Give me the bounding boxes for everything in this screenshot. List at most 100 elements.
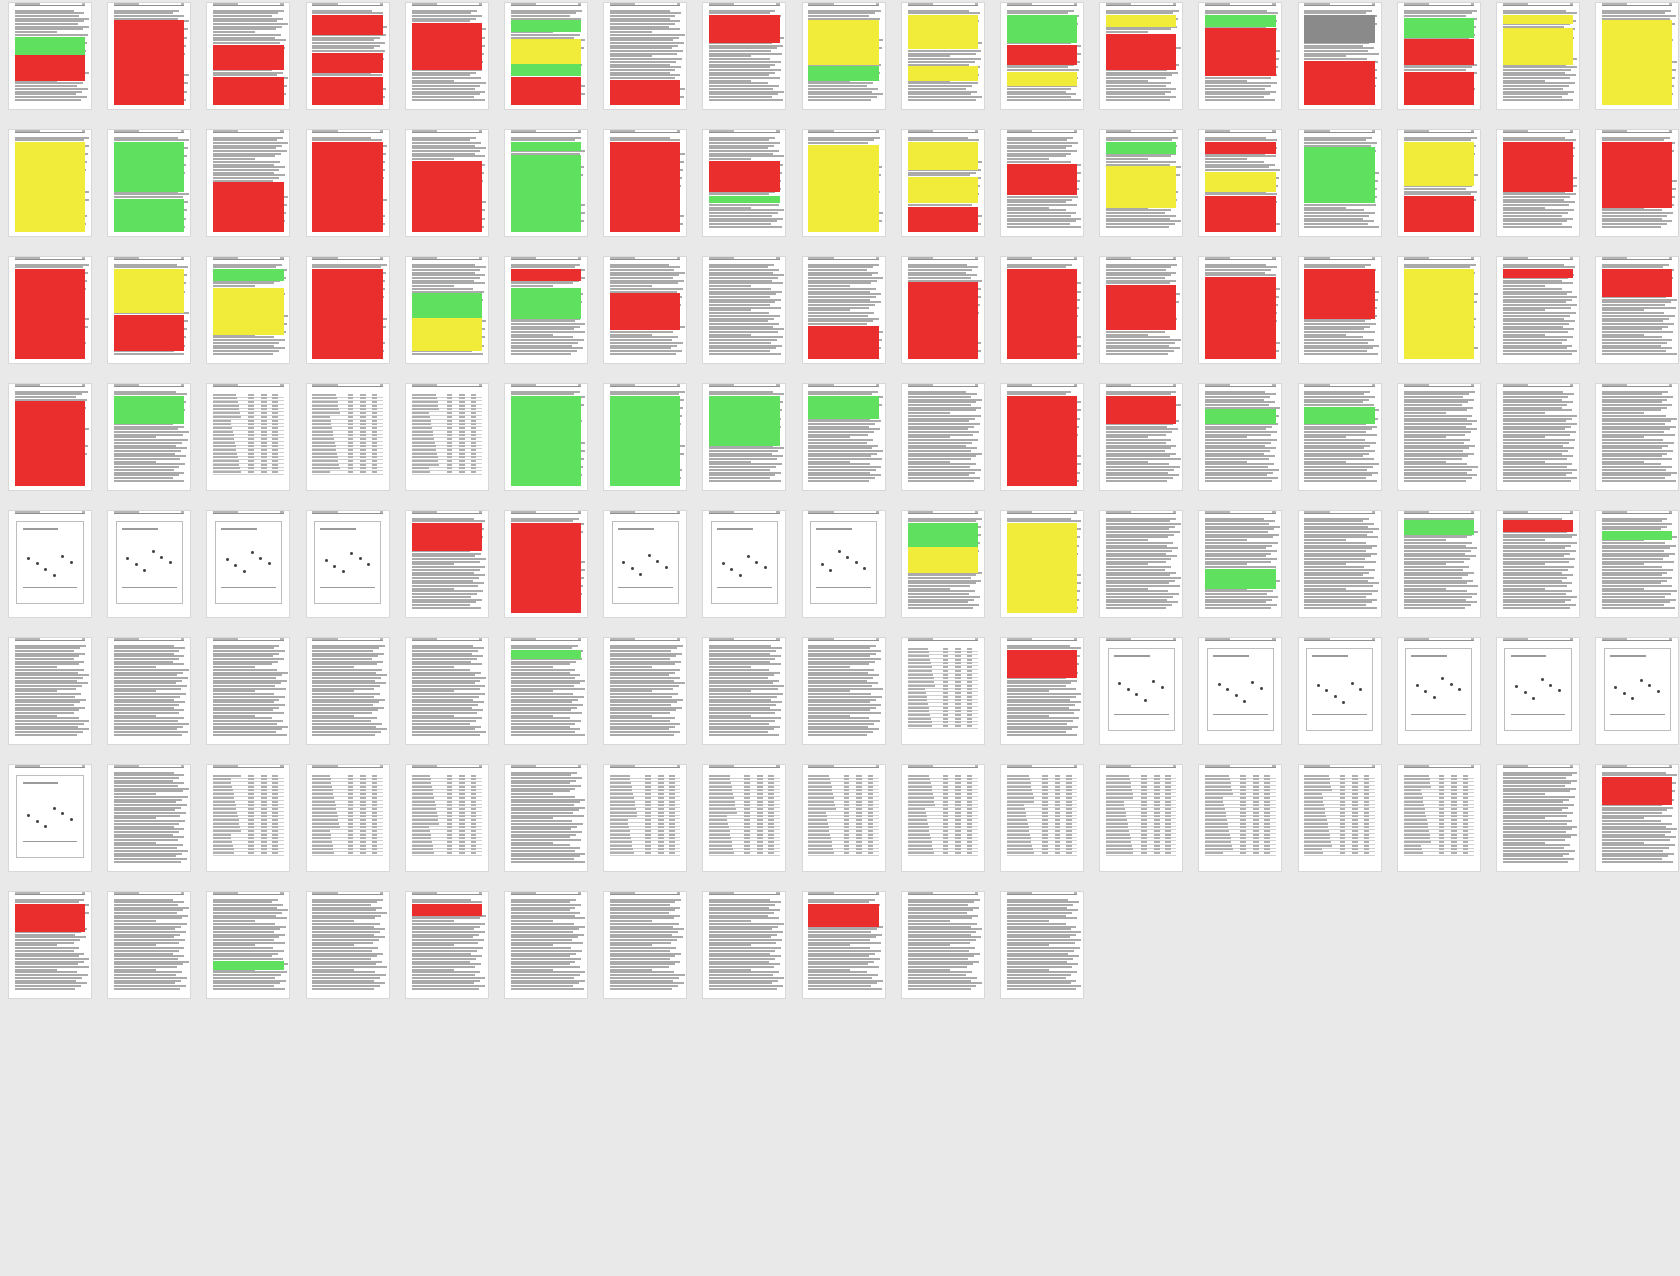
page-thumbnail[interactable] <box>1099 2 1184 110</box>
page-thumbnail[interactable] <box>305 256 390 364</box>
page-thumbnail[interactable] <box>603 637 688 745</box>
page-thumbnail[interactable] <box>1297 510 1382 618</box>
page-thumbnail[interactable] <box>504 256 588 364</box>
page-thumbnail[interactable] <box>801 129 886 237</box>
page-thumbnail[interactable] <box>107 383 192 491</box>
page-thumbnail[interactable] <box>603 2 688 110</box>
page-thumbnail[interactable] <box>305 129 390 237</box>
page-thumbnail[interactable] <box>900 510 985 618</box>
page-thumbnail[interactable] <box>801 510 886 618</box>
page-thumbnail[interactable] <box>404 510 489 618</box>
page-thumbnail[interactable] <box>305 637 390 745</box>
page-thumbnail[interactable] <box>305 383 390 491</box>
header-rule <box>1502 386 1574 388</box>
page-thumbnail[interactable] <box>1396 129 1481 237</box>
highlight-red <box>709 177 780 182</box>
page-thumbnail[interactable] <box>8 383 92 491</box>
page-thumbnail[interactable] <box>900 129 985 237</box>
page-thumbnail[interactable] <box>1496 129 1580 237</box>
page-thumbnail[interactable] <box>8 129 92 237</box>
page-thumbnail[interactable] <box>107 129 192 237</box>
page-thumbnail[interactable] <box>801 2 886 110</box>
page-thumbnail[interactable] <box>1396 383 1481 491</box>
page-thumbnail[interactable] <box>1198 383 1283 491</box>
page-thumbnail[interactable] <box>1000 129 1084 237</box>
page-thumbnail[interactable] <box>1099 510 1184 618</box>
table-cell <box>360 404 366 407</box>
page-thumbnail[interactable] <box>1099 383 1184 491</box>
page-thumbnail[interactable] <box>1396 2 1481 110</box>
page-thumbnail[interactable] <box>504 129 588 237</box>
page-thumbnail[interactable] <box>1496 510 1580 618</box>
highlight-yellow <box>1403 271 1475 276</box>
page-thumbnail[interactable] <box>206 129 291 237</box>
page-thumbnail[interactable] <box>504 2 588 110</box>
page-thumbnail[interactable] <box>1496 383 1580 491</box>
page-thumbnail[interactable] <box>107 510 192 618</box>
page-thumbnail[interactable] <box>504 383 588 491</box>
page-thumbnail[interactable] <box>1595 129 1680 237</box>
page-thumbnail[interactable] <box>801 383 886 491</box>
page-thumbnail[interactable] <box>404 2 489 110</box>
page-thumbnail[interactable] <box>1198 510 1283 618</box>
page-thumbnail[interactable] <box>305 510 390 618</box>
page-thumbnail[interactable] <box>206 2 291 110</box>
page-thumbnail[interactable] <box>1198 129 1283 237</box>
page-thumbnail[interactable] <box>1595 256 1680 364</box>
page-thumbnail[interactable] <box>702 256 787 364</box>
page-thumbnail[interactable] <box>8 637 92 745</box>
page-thumbnail[interactable] <box>404 129 489 237</box>
page-thumbnail[interactable] <box>1297 2 1382 110</box>
page-thumbnail[interactable] <box>206 256 291 364</box>
page-thumbnail[interactable] <box>1297 129 1382 237</box>
page-thumbnail[interactable] <box>603 256 688 364</box>
page-thumbnail[interactable] <box>1595 2 1680 110</box>
page-thumbnail[interactable] <box>1000 510 1084 618</box>
page-thumbnail[interactable] <box>1396 510 1481 618</box>
page-thumbnail[interactable] <box>1099 129 1184 237</box>
page-thumbnail[interactable] <box>1496 256 1580 364</box>
page-thumbnail[interactable] <box>206 383 291 491</box>
page-thumbnail[interactable] <box>504 510 588 618</box>
page-thumbnail[interactable] <box>504 637 588 745</box>
page-thumbnail[interactable] <box>702 383 787 491</box>
page-thumbnail[interactable] <box>1496 2 1580 110</box>
page-thumbnail[interactable] <box>702 510 787 618</box>
page-thumbnail[interactable] <box>1297 256 1382 364</box>
page-thumbnail[interactable] <box>1000 256 1084 364</box>
page-thumbnail[interactable] <box>206 510 291 618</box>
page-thumbnail[interactable] <box>702 2 787 110</box>
page-thumbnail[interactable] <box>107 2 192 110</box>
page-thumbnail[interactable] <box>404 256 489 364</box>
page-thumbnail[interactable] <box>1297 383 1382 491</box>
page-thumbnail[interactable] <box>603 129 688 237</box>
page-thumbnail[interactable] <box>1595 383 1680 491</box>
page-thumbnail[interactable] <box>900 256 985 364</box>
page-thumbnail[interactable] <box>1396 256 1481 364</box>
page-thumbnail[interactable] <box>603 383 688 491</box>
page-thumbnail[interactable] <box>702 637 787 745</box>
page-thumbnail[interactable] <box>900 383 985 491</box>
page-thumbnail[interactable] <box>107 637 192 745</box>
highlight-green <box>510 479 582 484</box>
page-thumbnail[interactable] <box>1595 510 1680 618</box>
page-thumbnail[interactable] <box>1000 383 1084 491</box>
page-thumbnail[interactable] <box>404 637 489 745</box>
page-thumbnail[interactable] <box>305 2 390 110</box>
page-thumbnail[interactable] <box>107 256 192 364</box>
page-thumbnail[interactable] <box>801 256 886 364</box>
page-thumbnail[interactable] <box>702 129 787 237</box>
text-line <box>1205 601 1267 604</box>
page-thumbnail[interactable] <box>1000 2 1084 110</box>
page-thumbnail[interactable] <box>1099 256 1184 364</box>
page-thumbnail[interactable] <box>8 510 92 618</box>
page-thumbnail[interactable] <box>1198 256 1283 364</box>
page-thumbnail[interactable] <box>603 510 688 618</box>
page-thumbnail[interactable] <box>404 383 489 491</box>
page-thumbnail[interactable] <box>8 2 92 110</box>
text-line <box>609 668 681 671</box>
page-thumbnail[interactable] <box>8 256 92 364</box>
page-thumbnail[interactable] <box>206 637 291 745</box>
page-thumbnail[interactable] <box>1198 2 1283 110</box>
page-thumbnail[interactable] <box>900 2 985 110</box>
